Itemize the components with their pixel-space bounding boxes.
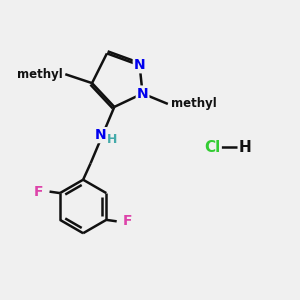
Text: N: N <box>95 128 107 142</box>
Text: methyl: methyl <box>171 98 217 110</box>
Text: Cl: Cl <box>204 140 220 154</box>
Text: methyl: methyl <box>16 68 62 81</box>
Text: H: H <box>107 133 117 146</box>
Text: F: F <box>34 184 43 199</box>
Text: H: H <box>239 140 251 154</box>
Text: F: F <box>123 214 132 228</box>
Text: N: N <box>134 58 146 72</box>
Text: N: N <box>137 86 148 100</box>
